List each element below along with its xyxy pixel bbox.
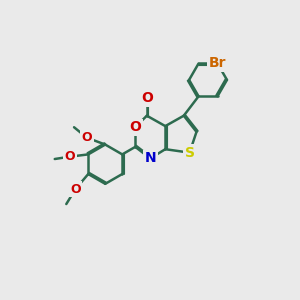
Text: N: N [145, 152, 156, 165]
Text: O: O [70, 182, 81, 196]
Text: O: O [141, 92, 153, 105]
Text: O: O [64, 150, 75, 163]
Text: Br: Br [209, 56, 226, 70]
Text: S: S [184, 146, 195, 160]
Text: O: O [81, 131, 92, 144]
Text: O: O [129, 120, 141, 134]
